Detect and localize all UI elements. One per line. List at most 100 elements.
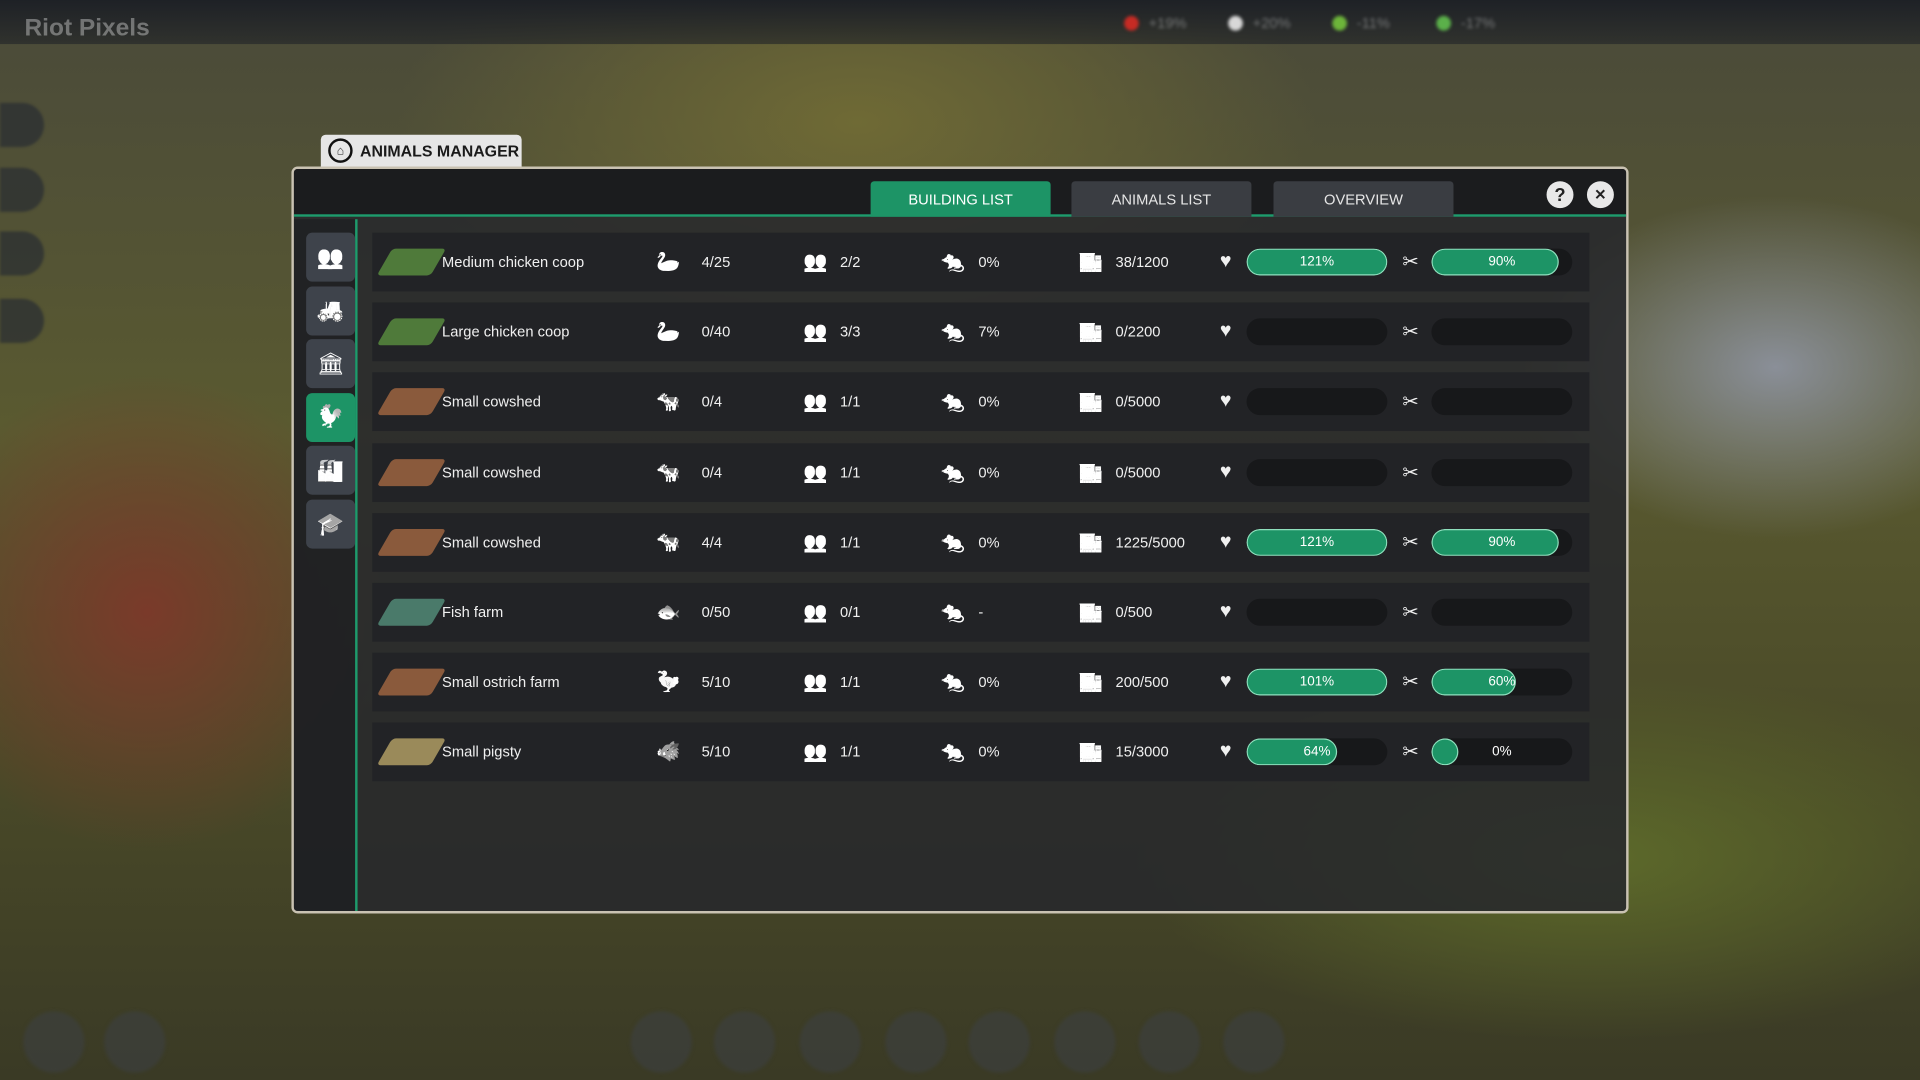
building-thumbnail [376,598,447,626]
table-row[interactable]: Small ostrich farm 🦤 5/10 👥 1/1 🐀 0% 🏬 200/500 ♥ 1… [372,652,1590,712]
toolbar-button[interactable] [104,1011,166,1073]
health-bar-label: 121% [1299,254,1335,270]
health-bar: 64% [1246,738,1388,766]
building-name: Small pigsty [442,743,522,761]
storage-icon: 🏬 [1078,742,1104,764]
hud-stat: +19% [1114,11,1199,35]
left-hud-button[interactable] [0,298,45,343]
tab-overview[interactable]: OVERVIEW [1273,181,1454,217]
storage-amount: 38/1200 [1115,253,1169,271]
building-name: Small cowshed [442,393,541,411]
storage-icon: 🏬 [1078,532,1104,554]
food-cutlery-icon: ✂ [1402,742,1419,764]
building-name: Large chicken coop [442,323,570,341]
cow-icon: 🐄 [656,462,681,484]
sidebar-item-animals[interactable]: 🐓 [306,392,356,442]
workers-icon: 👥 [803,392,828,414]
food-bar-label: 90% [1488,254,1516,270]
sidebar: 👥 🚜 🏛 🐓 🏭 🎓 [293,219,358,912]
sidebar-item-factory[interactable]: 🏭 [306,446,356,496]
pest-rat-icon: 🐀 [940,672,965,694]
food-cutlery-icon: ✂ [1402,672,1419,694]
pest-rat-icon: 🐀 [940,252,965,274]
toolbar-button[interactable] [885,1011,947,1073]
panel-header: BUILDING LIST ANIMALS LIST OVERVIEW ? ✕ [293,168,1627,217]
window-title-tab: ⌂ ANIMALS MANAGER [320,134,522,167]
worker-count: 1/1 [840,463,861,481]
health-heart-icon: ♥ [1219,601,1232,623]
food-bar: 90% [1431,528,1573,556]
food-bar-fill [1431,668,1516,696]
pest-rat-icon: 🐀 [940,532,965,554]
toolbar-button[interactable] [799,1011,861,1073]
health-bar [1246,318,1388,346]
toolbar-button[interactable] [1138,1011,1201,1073]
building-name: Medium chicken coop [442,253,585,271]
storage-icon: 🏬 [1078,602,1104,624]
bank-icon: 🏛 [316,351,345,376]
health-bar-label: 101% [1299,674,1335,690]
toolbar-button[interactable] [713,1011,776,1073]
building-thumbnail [376,318,447,346]
ostrich-icon: 🦤 [656,672,681,694]
toolbar-button[interactable] [1223,1011,1285,1073]
table-row[interactable]: Small pigsty 🐗 5/10 👥 1/1 🐀 0% 🏬 15/3000 ♥ 64% ✂ 0% [372,722,1590,782]
toolbar-button[interactable] [968,1011,1030,1073]
fish-icon: 🐟 [656,602,681,624]
table-row[interactable]: Small cowshed 🐄 0/4 👥 1/1 🐀 0% 🏬 0/5000 ♥ ✂ [372,442,1590,502]
workers-icon: 👥 [803,532,828,554]
animal-count: 0/4 [701,463,723,481]
sidebar-item-workers[interactable]: 👥 [306,232,356,282]
resource-icon [1124,15,1139,31]
table-row[interactable]: Large chicken coop 🦢 0/40 👥 3/3 🐀 7% 🏬 0/2200 ♥ ✂ [372,302,1590,362]
sidebar-item-farm-fields[interactable]: 🚜 [306,286,356,336]
sidebar-item-bank[interactable]: 🏛 [306,339,356,389]
help-button[interactable]: ? [1546,181,1574,209]
building-thumbnail [376,388,447,416]
health-bar [1246,598,1388,626]
building-name: Small cowshed [442,463,541,481]
hud-stat: -11% [1322,11,1402,35]
goose-icon: 🦢 [656,322,681,344]
left-hud-button[interactable] [0,231,45,276]
pest-level: 0% [978,673,1000,691]
left-hud-button[interactable] [0,102,45,147]
health-heart-icon: ♥ [1219,671,1232,693]
tab-building-list[interactable]: BUILDING LIST [870,181,1051,217]
food-bar: 90% [1431,248,1573,276]
food-cutlery-icon: ✂ [1402,322,1419,344]
food-cutlery-icon: ✂ [1402,392,1419,414]
workers-icon: 👥 [803,672,828,694]
health-heart-icon: ♥ [1219,251,1232,272]
food-bar [1431,458,1573,486]
food-cutlery-icon: ✂ [1402,462,1419,484]
left-hud-button[interactable] [0,167,45,212]
table-row[interactable]: Medium chicken coop 🦢 4/25 👥 2/2 🐀 0% 🏬 38/1200 ♥… [372,232,1590,292]
pest-rat-icon: 🐀 [940,742,965,764]
workers-icon: 👥 [803,322,828,344]
table-row[interactable]: Fish farm 🐟 0/50 👥 0/1 🐀 - 🏬 0/500 ♥ ✂ [372,582,1590,642]
health-bar-label: 121% [1299,534,1335,550]
health-heart-icon: ♥ [1219,741,1232,763]
food-bar-label: 60% [1488,674,1516,690]
worker-count: 2/2 [840,253,861,271]
pest-level: 0% [978,743,1000,761]
health-bar-fill [1246,528,1388,556]
sidebar-item-education[interactable]: 🎓 [306,499,356,549]
workers-icon: 👥 [803,742,828,764]
food-bar: 60% [1431,668,1573,696]
table-row[interactable]: Small cowshed 🐄 0/4 👥 1/1 🐀 0% 🏬 0/5000 ♥ ✂ [372,372,1590,432]
pest-level: - [978,603,984,621]
food-cutlery-icon: ✂ [1402,252,1419,274]
toolbar-button[interactable] [23,1011,85,1073]
building-thumbnail [376,528,447,556]
table-row[interactable]: Small cowshed 🐄 4/4 👥 1/1 🐀 0% 🏬 1225/5000 ♥ 121% ✂… [372,512,1590,572]
animal-count: 5/10 [701,673,731,691]
toolbar-button[interactable] [1054,1011,1116,1073]
building-thumbnail [376,668,447,696]
building-thumbnail [376,738,447,766]
toolbar-button[interactable] [630,1011,692,1073]
tab-animals-list[interactable]: ANIMALS LIST [1071,181,1252,217]
close-button[interactable]: ✕ [1586,181,1614,209]
workers-icon: 👥 [803,462,828,484]
